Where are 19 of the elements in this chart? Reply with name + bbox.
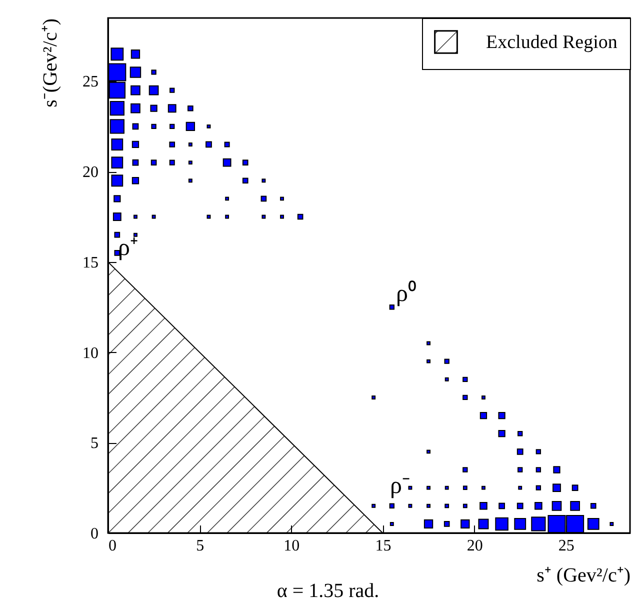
x-tick-label: 0 — [108, 538, 116, 554]
x-tick-label: 10 — [284, 538, 300, 554]
y-tick-label: 25 — [82, 74, 98, 91]
y-tick-label: 15 — [82, 254, 98, 272]
annotation: ρ⁺ — [118, 235, 138, 261]
y-tick-label: 20 — [82, 164, 98, 182]
annotation: ρ⁰ — [396, 280, 416, 307]
y-tick-label: 10 — [82, 344, 98, 362]
x-axis-title: s⁺ (Gev²/c⁺) — [536, 564, 630, 586]
x-tick-label: 25 — [558, 538, 574, 554]
annotation: ρ⁻ — [390, 473, 410, 499]
y-tick-label: 0 — [90, 526, 98, 542]
y-tick-label: 5 — [90, 435, 98, 452]
x-tick-label: 5 — [196, 538, 204, 554]
x-tick-label: 15 — [375, 538, 392, 554]
y-axis-title: s⁻(Gev²/c⁺) — [40, 18, 62, 108]
legend-label: Excluded Region — [486, 32, 618, 53]
text: α = 1.35 rad. — [276, 580, 380, 602]
x-tick-label: 20 — [466, 538, 483, 554]
